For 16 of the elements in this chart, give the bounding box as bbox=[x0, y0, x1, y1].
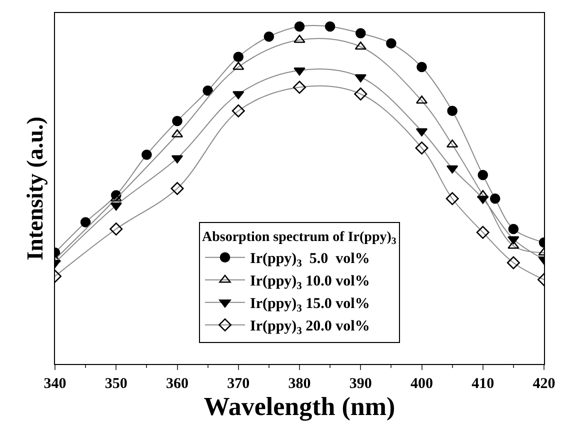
legend-label: Ir(ppy)$_{3}$ 5.0 vol% bbox=[250, 251, 370, 270]
x-tick-label: 390 bbox=[349, 376, 372, 392]
legend-label: Ir(ppy)$_{3}$ 10.0 vol% bbox=[250, 274, 370, 292]
x-tick-label: 350 bbox=[104, 376, 128, 392]
y-axis-title: Intensity (a.u.) bbox=[22, 116, 48, 260]
x-tick-label: 340 bbox=[44, 376, 66, 392]
legend-title: Absorption spectrum of Ir(ppy)$_{3}$ bbox=[202, 230, 396, 248]
x-tick-label: 410 bbox=[472, 376, 494, 392]
x-tick-label: 370 bbox=[227, 376, 250, 392]
x-axis-title: Wavelength (nm) bbox=[204, 392, 396, 421]
legend-label: Ir(ppy)$_{3}$ 15.0 vol% bbox=[250, 296, 370, 314]
x-tick-label: 380 bbox=[288, 376, 311, 392]
x-tick-label: 360 bbox=[166, 376, 188, 392]
x-tick-label: 400 bbox=[410, 376, 433, 392]
legend-label: Ir(ppy)$_{3}$ 20.0 vol% bbox=[250, 318, 370, 337]
x-tick-label: 420 bbox=[532, 376, 556, 392]
